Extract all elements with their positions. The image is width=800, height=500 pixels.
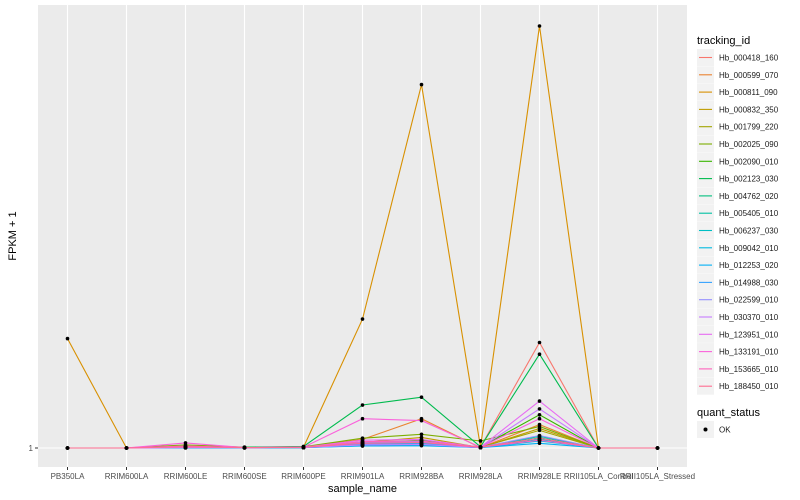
data-point [537, 424, 542, 429]
data-point [360, 403, 365, 407]
x-axis-ticks: PB350LA RRIM600LA RRIM600LE RRIM600SE RRIM60… [51, 467, 695, 481]
x-tick-label: RRIM901LA [341, 472, 385, 481]
legend-label: Hb_001799_220 [719, 123, 779, 132]
legend-label: Hb_002123_030 [719, 175, 779, 184]
data-point [419, 432, 424, 437]
data-points [65, 24, 660, 450]
data-point [478, 439, 483, 443]
data-point [65, 446, 70, 450]
legend-label: Hb_004762_020 [719, 192, 779, 201]
data-point [360, 441, 365, 446]
y-tick-label: 1 [29, 444, 34, 453]
legend-label: Hb_022599_010 [719, 296, 779, 305]
legend: Hb_000418_160 Hb_000599_070 Hb_000811_090 H… [697, 49, 779, 395]
legend-label: Hb_009042_010 [719, 244, 779, 253]
data-point [537, 412, 542, 417]
data-point [419, 82, 424, 87]
data-point [537, 24, 542, 28]
data-point [655, 446, 660, 450]
data-point [360, 317, 365, 321]
legend-label: Hb_000418_160 [719, 54, 779, 63]
data-point [537, 433, 542, 438]
legend-label: Hb_123951_010 [719, 330, 779, 339]
data-point [596, 446, 601, 450]
data-point [537, 407, 542, 411]
x-tick-label: RRIM600SE [222, 472, 266, 481]
legend-label: Hb_014988_030 [719, 278, 779, 287]
legend-label: Hb_153665_010 [719, 365, 779, 374]
y-axis-ticks: 1 [29, 444, 38, 453]
data-point [124, 446, 129, 450]
x-tick-label: RRIM928LA [459, 472, 503, 481]
data-point [183, 441, 188, 445]
legend-label: Hb_005405_010 [719, 209, 779, 218]
x-tick-label: RRIM600PE [281, 472, 325, 481]
data-point [537, 352, 542, 357]
data-point [537, 416, 542, 421]
legend-label: Hb_000832_350 [719, 105, 779, 114]
legend-label: Hb_000599_070 [719, 71, 779, 80]
x-tick-label: RRII105LA_Stressed [620, 472, 695, 481]
data-point [419, 418, 424, 423]
legend-label: Hb_012253_020 [719, 261, 779, 270]
legend-quant-status-point [703, 427, 708, 432]
legend-label: Hb_030370_010 [719, 313, 779, 322]
data-point [183, 445, 188, 449]
data-point [242, 445, 247, 450]
x-tick-label: RRIM928BA [399, 472, 444, 481]
data-point [537, 428, 542, 433]
data-point [537, 399, 542, 403]
x-tick-label: RRIM928LE [518, 472, 562, 481]
legend-label: Hb_006237_030 [719, 227, 779, 236]
data-point [537, 436, 542, 441]
data-point [65, 336, 70, 341]
legend-quant-status-label: OK [719, 426, 731, 435]
data-point [419, 395, 424, 400]
data-point [360, 416, 365, 421]
x-tick-label: RRIM600LA [105, 472, 149, 481]
legend-label: Hb_002090_010 [719, 157, 779, 166]
data-point [419, 440, 424, 445]
x-tick-label: RRII105LA_Control [564, 472, 634, 481]
data-point [301, 445, 306, 450]
legend-quant-status-title: quant_status [697, 407, 760, 419]
legend-label: Hb_133191_010 [719, 348, 779, 357]
data-point [537, 441, 542, 446]
x-tick-label: PB350LA [51, 472, 85, 481]
x-axis-title: sample_name [328, 483, 397, 495]
legend-label: Hb_000811_090 [719, 88, 778, 97]
legend-title: tracking_id [697, 35, 750, 47]
legend-label: Hb_002025_090 [719, 140, 779, 149]
gridlines [38, 5, 687, 467]
y-axis-title: FPKM + 1 [7, 211, 19, 260]
data-point [478, 445, 483, 450]
x-tick-label: RRIM600LE [164, 472, 208, 481]
data-point [537, 340, 542, 345]
legend-label: Hb_188450_010 [719, 382, 779, 391]
